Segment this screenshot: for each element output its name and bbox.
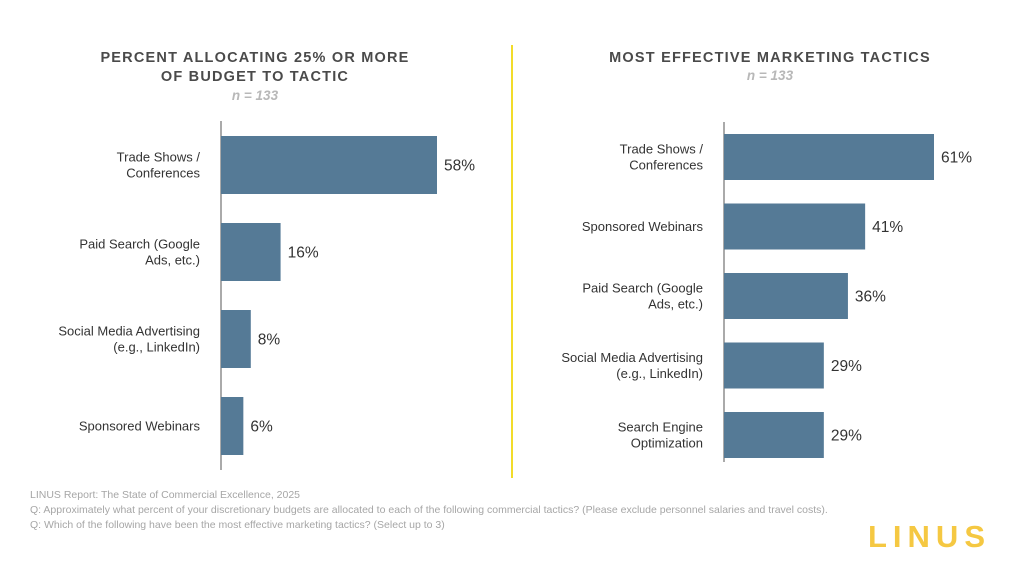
left-category-label-3: Sponsored Webinars <box>79 419 201 434</box>
footer-source: LINUS Report: The State of Commercial Ex… <box>30 489 301 501</box>
footer-question-1: Q: Approximately what percent of your di… <box>30 504 828 516</box>
left-chart-sample-size: n = 133 <box>231 88 279 103</box>
left-bar-1 <box>221 223 281 281</box>
left-value-label-1: 16% <box>288 245 319 262</box>
right-value-label-1: 41% <box>872 219 903 236</box>
left-category-label-2: Social Media Advertising (e.g., LinkedIn) <box>58 324 200 355</box>
right-category-label-3: Social Media Advertising (e.g., LinkedIn) <box>561 350 703 381</box>
left-chart-title-line-1: PERCENT ALLOCATING 25% OR MORE <box>100 50 410 66</box>
right-bar-4 <box>724 412 824 458</box>
right-value-label-2: 36% <box>855 289 886 306</box>
right-chart-title: MOST EFFECTIVE MARKETING TACTICS <box>600 49 940 68</box>
footer-question-2: Q: Which of the following have been the … <box>30 519 445 531</box>
left-bar-0 <box>221 136 437 194</box>
right-category-label-0: Trade Shows / Conferences <box>620 142 704 173</box>
linus-logo: LINUS <box>868 519 991 554</box>
right-category-label-2: Paid Search (Google Ads, etc.) <box>582 281 703 312</box>
left-chart-title: PERCENT ALLOCATING 25% OR MORE OF BUDGET… <box>95 49 415 87</box>
panel-divider <box>511 45 513 478</box>
left-value-label-2: 8% <box>258 332 281 349</box>
right-category-label-1: Sponsored Webinars <box>582 219 704 234</box>
right-category-label-4: Search Engine Optimization <box>618 420 703 451</box>
right-chart-title-line-1: MOST EFFECTIVE MARKETING TACTICS <box>609 50 931 66</box>
right-value-label-0: 61% <box>941 150 972 167</box>
left-bar-3 <box>221 397 244 455</box>
left-value-label-3: 6% <box>250 419 273 436</box>
left-chart-title-line-2: OF BUDGET TO TACTIC <box>160 69 350 85</box>
left-category-label-0: Trade Shows / Conferences <box>117 150 201 181</box>
right-bar-2 <box>724 273 848 319</box>
right-bar-3 <box>724 342 824 389</box>
right-bar-0 <box>724 134 934 180</box>
footer-notes: LINUS Report: The State of Commercial Ex… <box>30 488 850 533</box>
right-bar-1 <box>724 203 866 250</box>
left-value-label-0: 58% <box>444 158 475 175</box>
right-value-label-3: 29% <box>831 358 862 375</box>
left-bar-2 <box>221 310 251 368</box>
right-chart-sample-size: n = 133 <box>746 68 794 83</box>
right-value-label-4: 29% <box>831 428 862 445</box>
left-category-label-1: Paid Search (Google Ads, etc.) <box>79 237 200 268</box>
